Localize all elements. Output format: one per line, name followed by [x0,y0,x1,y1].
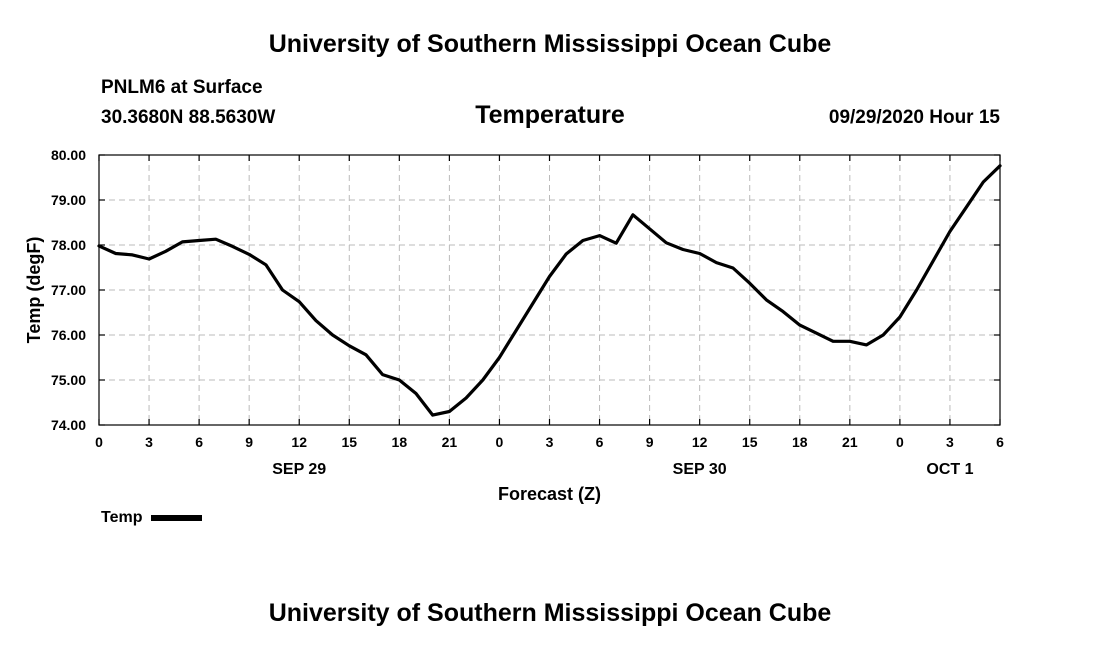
y-tick-label: 79.00 [51,192,86,208]
x-tick-label: 3 [946,434,954,450]
banner-bottom: University of Southern Mississippi Ocean… [268,599,832,627]
legend-swatch [151,515,203,521]
date-label: SEP 30 [673,461,727,478]
x-tick-label: 21 [842,434,858,450]
y-tick-label: 77.00 [51,282,86,298]
tick-marks [98,154,1001,426]
legend-label: Temp [101,509,143,526]
x-tick-label: 3 [145,434,153,450]
x-tick-label: 6 [596,434,604,450]
station-label: PNLM6 at Surface [101,77,263,98]
x-tick-label: 9 [646,434,654,450]
x-tick-label: 3 [546,434,554,450]
y-tick-label: 74.00 [51,417,86,433]
x-tick-label: 0 [496,434,504,450]
legend: Temp [101,509,203,527]
y-tick-label: 80.00 [51,147,86,163]
coordinates-label: 30.3680N 88.5630W [101,107,276,128]
x-tick-label: 12 [291,434,307,450]
y-tick-label: 75.00 [51,372,86,388]
y-tick-label: 78.00 [51,237,86,253]
series-line-temp [97,164,1002,417]
y-axis-title: Temp (degF) [24,237,44,344]
x-tick-label: 0 [896,434,904,450]
date-label: OCT 1 [926,461,973,478]
x-tick-label: 15 [341,434,357,450]
x-tick-label: 6 [996,434,1004,450]
x-tick-label: 18 [392,434,408,450]
x-axis-title: Forecast (Z) [498,484,601,504]
x-tick-label: 15 [742,434,758,450]
y-tick-label: 76.00 [51,327,86,343]
x-tick-label: 6 [195,434,203,450]
forecast-datetime: 09/29/2020 Hour 15 [828,107,1000,128]
date-label: SEP 29 [272,461,326,478]
grid [98,154,1001,426]
chart-title: Temperature [475,101,625,129]
x-tick-label: 12 [692,434,708,450]
banner-top: University of Southern Mississippi Ocean… [268,30,832,58]
tick-labels: 0 3 6 9 12 15 18 21 0 3 6 9 12 15 18 21 0 3 6 74.00 75.00 76.… [51,147,1004,478]
x-tick-label: 21 [442,434,458,450]
series-layer [97,164,1002,417]
x-tick-label: 9 [245,434,253,450]
x-tick-label: 18 [792,434,808,450]
x-tick-label: 0 [95,434,103,450]
